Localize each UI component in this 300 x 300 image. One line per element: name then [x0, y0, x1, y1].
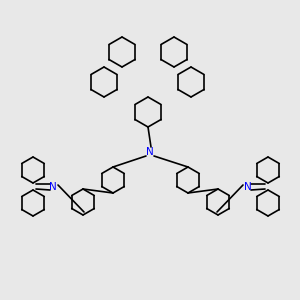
Text: N: N: [49, 182, 57, 192]
Text: N: N: [146, 147, 154, 157]
Text: N: N: [244, 182, 252, 192]
